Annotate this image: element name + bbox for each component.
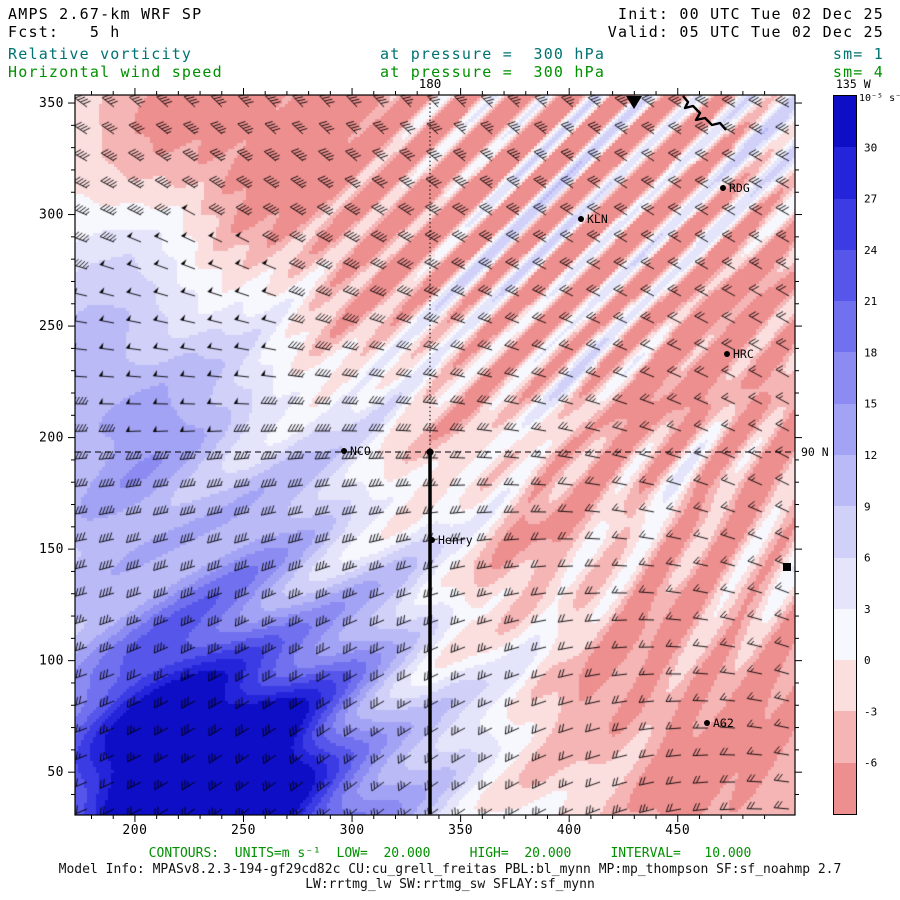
colorbar-segment	[834, 249, 856, 302]
x-tick-label: 400	[557, 823, 582, 838]
field1-smoothing: sm= 1	[832, 45, 884, 63]
colorbar-tick-label: 18	[864, 346, 877, 359]
colorbar-tick-label: 15	[864, 398, 877, 411]
colorbar-tick-label: 21	[864, 295, 877, 308]
colorbar-tick-label: 12	[864, 449, 877, 462]
colorbar-segment	[834, 608, 856, 661]
x-tick-label: 200	[122, 823, 147, 838]
colorbar-segment	[834, 454, 856, 507]
colorbar-tick-label: -3	[864, 705, 877, 718]
vorticity-wind-map	[75, 95, 795, 815]
colorbar-segment	[834, 660, 856, 712]
valid-time: Valid: 05 UTC Tue 02 Dec 25	[607, 23, 884, 41]
colorbar-segment	[834, 711, 856, 763]
x-tick-label: 450	[665, 823, 690, 838]
x-tick-label: 300	[340, 823, 365, 838]
y-tick-label: 250	[39, 319, 64, 334]
colorbar-tick-label: 0	[864, 654, 871, 667]
colorbar-segment	[834, 557, 856, 609]
colorbar-segment	[834, 96, 856, 148]
y-tick-label: 50	[47, 765, 64, 780]
field2-name: Horizontal wind speed	[8, 63, 223, 81]
colorbar-unit-label: 10⁻⁵ s⁻¹	[859, 93, 900, 104]
colorbar-tick-label: 9	[864, 500, 871, 513]
init-time: Init: 00 UTC Tue 02 Dec 25	[618, 5, 884, 23]
y-tick-label: 150	[39, 542, 64, 557]
colorbar-segment	[834, 198, 856, 250]
model-title: AMPS 2.67-km WRF SP	[8, 5, 203, 23]
colorbar-segment	[834, 762, 856, 814]
x-tick-label: 250	[231, 823, 256, 838]
colorbar-segment	[834, 301, 856, 353]
field1-name: Relative vorticity	[8, 45, 193, 63]
colorbar-tick-label: 3	[864, 603, 871, 616]
colorbar-tick-label: 6	[864, 552, 871, 565]
colorbar-segment	[834, 403, 856, 455]
field2-smoothing: sm= 4	[832, 63, 884, 81]
x-tick-label: 350	[448, 823, 473, 838]
parallel-label: 90 N	[801, 445, 829, 459]
y-tick-label: 300	[39, 208, 64, 223]
colorbar-tick-label: 27	[864, 193, 877, 206]
y-tick-label: 200	[39, 431, 64, 446]
model-info-line1: Model Info: MPASv8.2.3-194-gf29cd82c CU:…	[58, 862, 842, 877]
colorbar-tick-label: 24	[864, 244, 878, 257]
y-tick-label: 350	[39, 96, 64, 111]
y-tick-label: 100	[39, 654, 64, 669]
field2-level: at pressure = 300 hPa	[380, 63, 606, 81]
colorbar-segment	[834, 147, 856, 199]
colorbar-tick-label: -6	[864, 757, 877, 770]
model-info-line2: LW:rrtmg_lw SW:rrtmg_sw SFLAY:sf_mynn	[305, 877, 595, 892]
contours-info: CONTOURS: UNITS=m s⁻¹ LOW= 20.000 HIGH= …	[148, 846, 752, 861]
field1-level: at pressure = 300 hPa	[380, 45, 606, 63]
colorbar-tick-label: 30	[864, 141, 877, 154]
forecast-hour: Fcst: 5 h	[8, 23, 121, 41]
colorbar-segment	[834, 506, 856, 558]
colorbar	[833, 95, 857, 815]
colorbar-segment	[834, 352, 856, 404]
